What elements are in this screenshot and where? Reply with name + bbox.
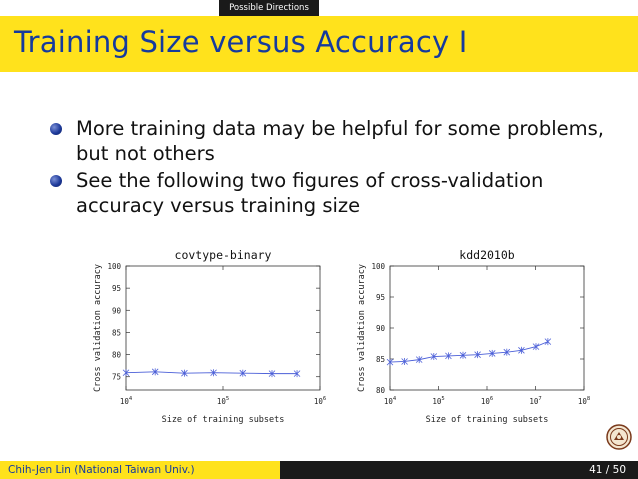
page-number: 41 / 50 (589, 464, 626, 476)
chart-title: covtype-binary (175, 248, 272, 262)
data-point-marker (386, 358, 394, 366)
x-tick-label: 108 (578, 396, 590, 406)
bullet-list: More training data may be helpful for so… (50, 116, 610, 220)
x-tick-label: 106 (481, 396, 493, 406)
x-tick-label: 104 (384, 396, 397, 406)
y-tick-label: 80 (112, 351, 122, 360)
data-point-marker (488, 349, 496, 357)
y-tick-label: 80 (376, 386, 386, 395)
x-tick-label: 107 (529, 396, 541, 406)
university-seal-icon (606, 424, 632, 450)
data-point-marker (181, 369, 188, 377)
data-point-marker (239, 369, 247, 377)
footer-author: Chih-Jen Lin (National Taiwan Univ.) (0, 461, 280, 479)
bullet-ball-icon (50, 123, 62, 135)
chart-kdd2010b: kdd2010b 80 85 90 95 100 104 105 106 107 108 Size o… (352, 244, 602, 438)
x-tick-label: 105 (432, 396, 444, 406)
x-tick-label: 106 (314, 396, 326, 406)
y-tick-label: 100 (371, 262, 385, 271)
y-tick-label: 95 (376, 293, 385, 302)
bullet-ball-icon (50, 175, 62, 187)
x-tick-label: 105 (217, 396, 229, 406)
footer-bar: Chih-Jen Lin (National Taiwan Univ.) 41 … (0, 461, 638, 479)
section-tab[interactable]: Possible Directions (219, 0, 319, 16)
data-point-marker (415, 356, 423, 364)
data-point-marker (122, 369, 130, 377)
x-tick-label: 104 (120, 396, 133, 406)
chart-covtype-binary-svg: covtype-binary 75 80 85 90 95 100 104 105 106 Size… (93, 248, 326, 425)
series-line (389, 341, 549, 363)
data-point-marker (268, 370, 276, 378)
data-point-marker (401, 357, 408, 365)
slide-title: Training Size versus Accuracy I (14, 25, 468, 59)
y-axis-label: Cross validation accuracy (357, 264, 367, 392)
data-point-marker (503, 348, 511, 356)
y-tick-label: 85 (112, 328, 121, 337)
data-point-marker (474, 351, 481, 359)
data-point-marker (210, 369, 217, 377)
x-axis-label: Size of training subsets (426, 415, 549, 425)
chart-kdd2010b-svg: kdd2010b 80 85 90 95 100 104 105 106 107 108 Size o… (357, 248, 590, 425)
data-point-marker (293, 370, 301, 378)
bullet-item: See the following two figures of cross-v… (50, 168, 610, 218)
data-point-marker (532, 343, 540, 351)
bullet-text: See the following two figures of cross-v… (76, 169, 544, 217)
y-tick-label: 90 (112, 306, 122, 315)
data-point-marker (518, 346, 525, 354)
top-navigation-bar: Possible Directions (0, 0, 638, 16)
chart-covtype-binary: covtype-binary 75 80 85 90 95 100 104 105 106 Size… (88, 244, 338, 438)
data-point-marker (430, 353, 438, 361)
y-tick-label: 85 (376, 355, 385, 364)
data-point-marker (544, 338, 552, 346)
data-point-marker (151, 368, 159, 376)
y-tick-label: 95 (112, 284, 121, 293)
y-tick-label: 75 (112, 373, 121, 382)
data-point-marker (445, 352, 452, 360)
y-tick-label: 90 (376, 324, 386, 333)
data-point-marker (459, 351, 467, 359)
bullet-text: More training data may be helpful for so… (76, 117, 604, 165)
x-axis-label: Size of training subsets (162, 415, 285, 425)
title-band (0, 16, 638, 72)
bullet-item: More training data may be helpful for so… (50, 116, 610, 166)
plot-frame (389, 265, 585, 391)
y-tick-label: 100 (107, 262, 121, 271)
chart-title: kdd2010b (459, 248, 514, 262)
y-axis-label: Cross validation accuracy (93, 264, 103, 392)
